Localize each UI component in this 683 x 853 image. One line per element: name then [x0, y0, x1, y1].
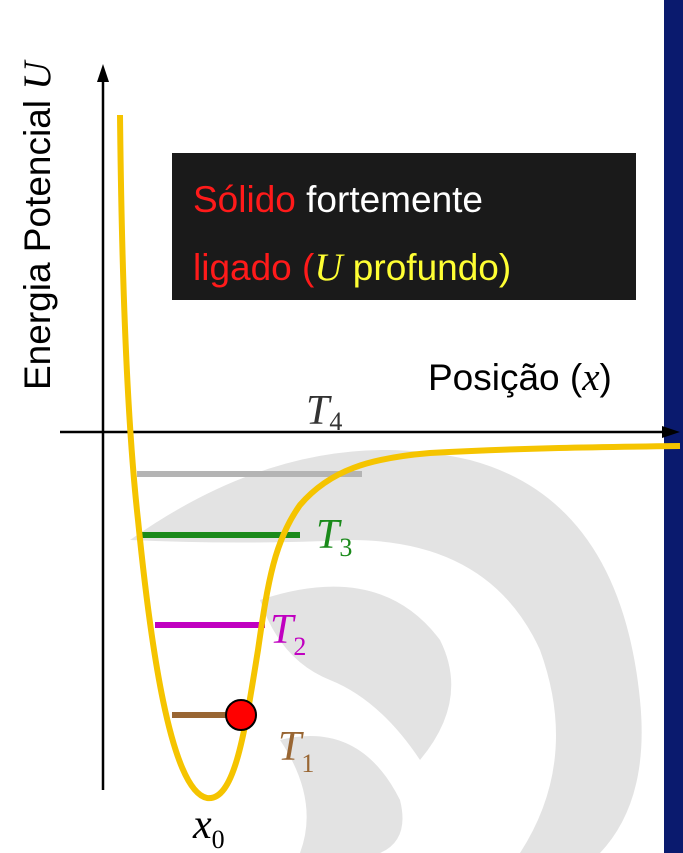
box-text: profundo) [343, 247, 512, 288]
level-sub: 2 [293, 632, 306, 661]
level-label: T2 [270, 607, 306, 661]
watermark-leaf [260, 586, 452, 760]
level-label: T1 [278, 724, 314, 778]
watermark-arc [130, 450, 642, 853]
label-text: Energia Potencial [17, 90, 58, 390]
level-label: T3 [316, 512, 352, 562]
y-axis-label: Energia Potencial U [16, 59, 59, 390]
level-sub: 3 [339, 533, 352, 562]
y-arrow [97, 64, 109, 82]
box-text: U [314, 246, 345, 289]
x-axis-label: Posição (x) [428, 356, 612, 399]
level-sub: 4 [329, 407, 342, 436]
particle [225, 699, 257, 731]
box-line: ligado (U profundo) [193, 246, 511, 289]
level-sub: 1 [301, 749, 314, 778]
label-text: U [16, 59, 59, 90]
text-box [172, 153, 636, 300]
watermark [130, 450, 642, 853]
label-text: ) [600, 357, 612, 398]
minimum-symbol: x [192, 802, 212, 848]
box-text: fortemente [296, 179, 483, 220]
side-strip [664, 0, 683, 853]
box-text: Sólido [193, 179, 296, 220]
label-text: Posição ( [428, 357, 583, 398]
minimum-sub: 0 [212, 825, 225, 853]
level-symbol: T [270, 607, 296, 653]
x-arrow [662, 426, 680, 438]
label-text: x [581, 356, 600, 399]
level-symbol: T [316, 512, 342, 558]
level-symbol: T [306, 388, 332, 434]
box-text: ligado ( [193, 247, 315, 288]
level-symbol: T [278, 724, 304, 770]
watermark-leaf [280, 736, 403, 853]
minimum-label: x0 [192, 802, 225, 853]
box-line: Sólido fortemente [193, 179, 483, 220]
level-label: T4 [306, 388, 342, 436]
